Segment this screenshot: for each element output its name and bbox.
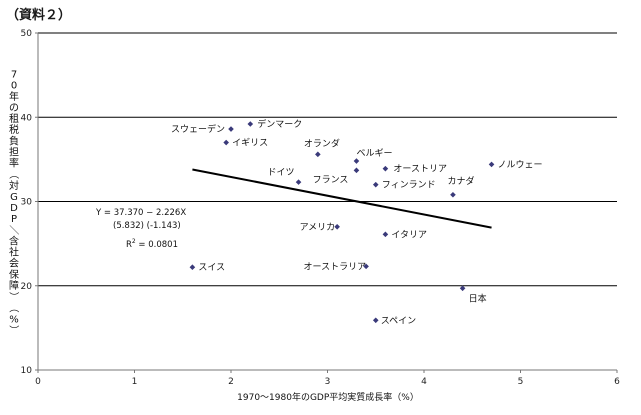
data-point [247,121,254,127]
y-axis-title-char: 保 [9,268,19,281]
y-tick-label: 50 [21,29,33,39]
t-values: (5.832) (-1.143) [113,221,181,231]
y-axis-title-char: 負 [9,135,19,147]
point-label: オーストリア [393,164,447,175]
data-point [315,151,321,158]
y-axis-title-char: 会 [9,257,19,270]
annotation-layer: Y = 37.370 − 2.226X (5.832) (-1.143) R2 … [95,208,186,250]
point-label: スイス [198,263,225,273]
y-axis-title-char: ） [8,292,20,302]
point-label: ベルギー [356,148,392,159]
trend-line [192,168,492,229]
point-label: デンマーク [257,118,302,130]
y-axis-title-char: 含 [9,234,19,247]
point-label: スウェーデン [171,123,225,135]
x-tick-label: 1 [132,377,138,387]
data-point [382,165,389,172]
y-axis-title-char: 障 [9,279,19,292]
x-tick-label: 3 [325,377,331,387]
data-point [459,285,466,292]
point-label: スペイン [381,316,416,326]
point-label: アメリカ [300,222,336,233]
x-tick-label: 2 [228,377,234,387]
data-point [382,231,389,238]
point-label: フランス [313,174,349,185]
point-label: フィンランド [382,180,436,191]
y-axis-title-char: 社 [9,246,19,259]
y-tick-label: 40 [21,113,33,123]
y-axis-title-char: P [11,214,17,225]
data-point [223,139,229,146]
y-axis-title-char: 租 [9,112,19,125]
y-axis-title-char: D [10,203,18,214]
page-title: （資料２） [6,8,72,23]
point-layer [189,121,495,324]
point-label: イタリア [391,229,427,240]
y-tick-label: 20 [21,282,33,292]
data-point [353,158,360,164]
point-label: ドイツ [268,168,295,178]
y-axis-title-char: ／ [8,225,20,235]
r-squared-value: = 0.0801 [136,240,178,250]
y-axis-title-char: の [9,103,19,114]
x-axis-title: 1970～1980年のGDP平均実質成長率（%） [237,391,419,403]
data-point [372,317,379,324]
y-axis-title-char: ） [8,325,20,335]
x-tick-label: 6 [614,377,620,387]
data-point [228,126,234,132]
trend-layer [192,168,492,229]
data-point [372,181,379,188]
data-point [189,264,196,271]
point-label: 日本 [469,292,487,304]
data-point [295,179,302,185]
r-squared-superscript: 2 [132,238,136,245]
y-axis-title-char: G [10,192,18,203]
r-squared: R2 = 0.0801 [126,238,178,250]
data-point [363,263,369,270]
point-label: オランダ [304,137,340,149]
data-point [334,223,340,230]
x-tick-label: 5 [518,377,524,387]
y-axis-title-char: 税 [9,123,19,136]
y-axis-title-char: % [9,314,19,325]
data-point [353,167,360,174]
y-axis-title-char: 担 [9,146,19,158]
x-tick-label: 4 [421,377,427,387]
axis-layer: 10 20 30 40 50 0 1 2 3 4 5 6 [21,29,621,387]
y-axis-title-char: 0 [11,81,17,92]
data-point [450,191,456,198]
y-axis-title-char: （ [8,303,20,313]
y-tick-label: 10 [21,366,33,376]
x-tick-label: 0 [35,377,41,387]
point-label: イギリス [232,138,268,149]
regression-equation: Y = 37.370 − 2.226X [95,208,186,218]
y-axis-title-char: 対 [9,179,19,192]
y-axis-title-char: 年 [9,90,19,103]
grid-layer [38,32,617,287]
y-axis-title-char: 7 [11,70,17,81]
point-label: カナダ [447,175,474,187]
point-label: ノルウェー [498,159,543,170]
r-squared-symbol: R [126,240,132,250]
y-tick-label: 30 [21,198,33,208]
data-point [488,161,495,168]
y-axis-title-char: 率 [9,157,19,170]
y-axis-title-char: （ [8,169,20,179]
point-label: オーストラリア [304,261,367,272]
